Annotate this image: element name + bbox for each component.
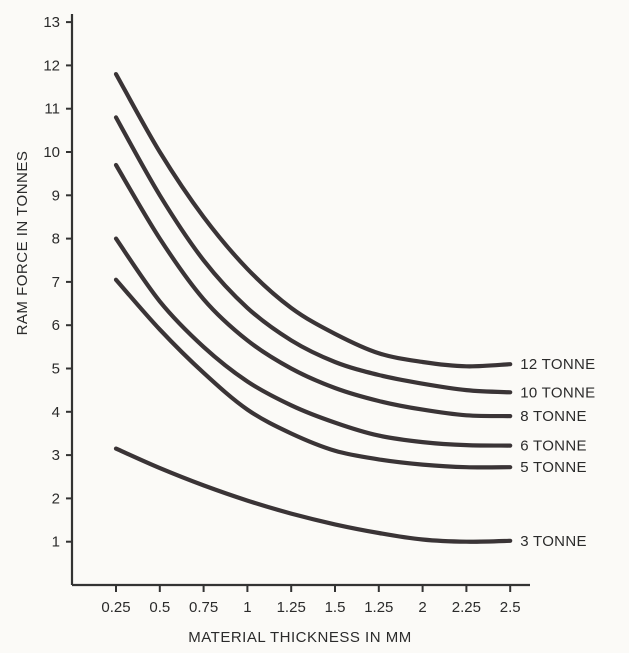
series-label: 8 TONNE bbox=[520, 408, 587, 425]
y-tick-label: 8 bbox=[52, 231, 60, 248]
y-tick-label: 2 bbox=[52, 490, 60, 507]
y-tick-label: 4 bbox=[52, 404, 60, 421]
series-line-12-tonne bbox=[113, 72, 513, 369]
x-tick-label: 1 bbox=[243, 599, 251, 616]
series-label: 10 TONNE bbox=[520, 384, 595, 401]
y-tick-label: 1 bbox=[52, 534, 60, 551]
series-label: 12 TONNE bbox=[520, 356, 595, 373]
x-ticks: 0.25 0.5 0.75 1 1.25 1.5 1.25 2 2.25 2.5 bbox=[101, 585, 521, 616]
series-label: 3 TONNE bbox=[520, 533, 587, 550]
x-tick-label: 0.75 bbox=[189, 599, 218, 616]
x-tick-label: 1.25 bbox=[364, 599, 393, 616]
x-tick-label: 1.25 bbox=[277, 599, 306, 616]
y-tick-label: 3 bbox=[52, 447, 60, 464]
y-tick-label: 12 bbox=[43, 57, 60, 74]
y-tick-label: 10 bbox=[43, 144, 60, 161]
x-tick-label: 0.5 bbox=[149, 599, 170, 616]
y-tick-label: 13 bbox=[43, 14, 60, 31]
series-line-10-tonne bbox=[113, 115, 513, 395]
series-line-6-tonne bbox=[113, 236, 513, 448]
y-tick-label: 11 bbox=[44, 101, 60, 118]
series-label: 6 TONNE bbox=[520, 438, 587, 455]
x-tick-label: 2.25 bbox=[452, 599, 481, 616]
y-tick-label: 6 bbox=[52, 317, 60, 334]
series-line-3-tonne bbox=[113, 446, 513, 544]
y-tick-label: 9 bbox=[52, 187, 60, 204]
x-tick-label: 2.5 bbox=[500, 599, 521, 616]
y-tick-label: 5 bbox=[52, 361, 60, 378]
x-tick-label: 1.5 bbox=[325, 599, 346, 616]
series-labels: 12 TONNE 10 TONNE 8 TONNE 6 TONNE 5 TONNE 3 T… bbox=[520, 356, 595, 550]
curves bbox=[113, 72, 513, 544]
x-axis-title: MATERIAL THICKNESS IN MM bbox=[188, 629, 411, 646]
y-tick-label: 7 bbox=[52, 274, 60, 291]
y-axis-title: RAM FORCE IN TONNES bbox=[14, 151, 31, 336]
series-line-5-tonne bbox=[113, 277, 513, 470]
series-label: 5 TONNE bbox=[520, 459, 587, 476]
axes bbox=[70, 14, 530, 587]
x-tick-label: 0.25 bbox=[101, 599, 130, 616]
series-line-8-tonne bbox=[113, 162, 513, 419]
x-tick-label: 2 bbox=[418, 599, 426, 616]
